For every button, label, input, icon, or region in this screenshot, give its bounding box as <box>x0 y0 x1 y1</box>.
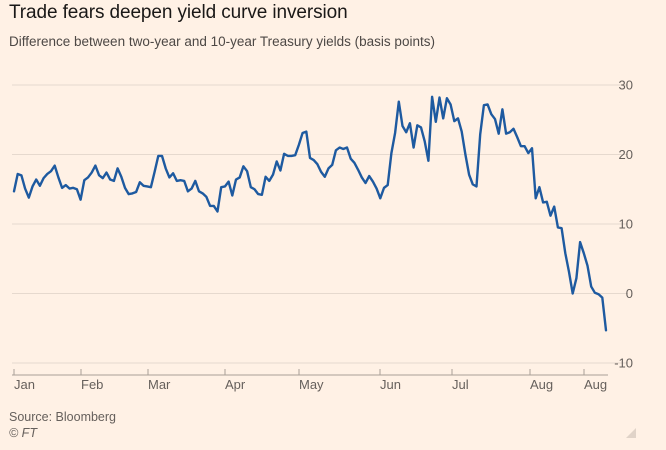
y-axis-ticks: 30 20 10 0 -10 <box>614 78 633 371</box>
line-chart: 30 20 10 0 -10 Jan Feb Mar Apr May Jun Jul Aug Aug <box>12 78 633 392</box>
ft-credit: © FT <box>9 426 37 440</box>
x-tick-label: Jan <box>14 377 35 392</box>
x-axis-ticks: Jan Feb Mar Apr May Jun Jul Aug Aug <box>13 369 607 392</box>
gridlines <box>12 84 628 376</box>
x-tick-label: Jul <box>452 377 469 392</box>
y-tick-label: 20 <box>619 147 633 162</box>
resize-handle-icon[interactable] <box>626 428 636 438</box>
y-tick-label: -10 <box>614 356 633 371</box>
x-tick-label: Apr <box>225 377 246 392</box>
x-tick-label: Jun <box>380 377 401 392</box>
x-tick-label: Aug <box>584 377 607 392</box>
x-tick-label: Mar <box>148 377 171 392</box>
source-note: Source: Bloomberg <box>9 410 117 424</box>
series-line <box>12 95 608 332</box>
y-tick-label: 10 <box>619 217 633 232</box>
chart-subtitle: Difference between two-year and 10-year … <box>9 34 435 49</box>
x-tick-label: Feb <box>81 377 103 392</box>
x-tick-label: May <box>299 377 324 392</box>
y-tick-label: 0 <box>626 286 633 301</box>
y-tick-label: 30 <box>619 78 633 93</box>
series-layer <box>12 95 608 332</box>
x-tick-label: Aug <box>530 377 553 392</box>
chart-title: Trade fears deepen yield curve inversion <box>9 2 348 23</box>
